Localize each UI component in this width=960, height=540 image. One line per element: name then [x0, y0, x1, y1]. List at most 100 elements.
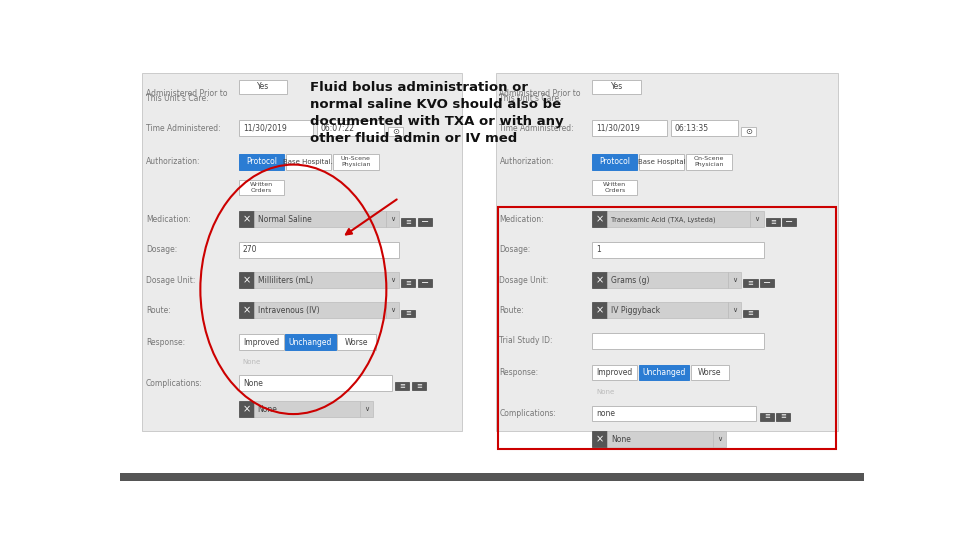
Bar [317, 120, 384, 136]
Bar [396, 382, 409, 390]
Text: ≡: ≡ [748, 280, 754, 286]
Text: Written
Orders: Written Orders [250, 182, 273, 193]
Text: ×: × [596, 214, 604, 224]
Bar [253, 272, 386, 288]
Bar [337, 334, 376, 350]
Bar [750, 212, 763, 227]
Bar [142, 73, 462, 431]
Text: Medication:: Medication: [499, 215, 544, 224]
Bar [608, 431, 713, 447]
Bar [592, 212, 608, 227]
Bar [782, 219, 796, 226]
Bar [592, 333, 763, 349]
Bar [592, 302, 608, 318]
Text: 06:07:22: 06:07:22 [321, 124, 355, 133]
Text: Time Administered:: Time Administered: [146, 124, 221, 133]
Text: Dosage Unit:: Dosage Unit: [146, 275, 196, 285]
Bar [239, 242, 399, 258]
Text: ∨: ∨ [390, 307, 395, 313]
Text: Response:: Response: [146, 338, 185, 347]
Text: Route:: Route: [499, 306, 524, 315]
Text: ⊙: ⊙ [392, 127, 398, 136]
Text: Base Hospital: Base Hospital [637, 159, 685, 165]
Text: Route:: Route: [146, 306, 171, 315]
Text: Time Administered:: Time Administered: [499, 124, 574, 133]
Bar [239, 154, 284, 170]
Text: ≡: ≡ [770, 219, 776, 225]
Bar [743, 279, 757, 287]
Text: Milliliters (mL): Milliliters (mL) [257, 275, 313, 285]
Text: Protocol: Protocol [246, 157, 276, 166]
Bar [743, 309, 757, 318]
Text: ∨: ∨ [717, 436, 722, 442]
Text: Unchanged: Unchanged [289, 338, 332, 347]
Bar [239, 120, 314, 136]
Bar [418, 279, 432, 287]
Text: Tranexamic Acid (TXA, Lysteda): Tranexamic Acid (TXA, Lysteda) [611, 216, 715, 222]
Bar [670, 120, 737, 136]
Bar [592, 154, 637, 170]
Bar [592, 80, 641, 94]
Text: Response:: Response: [499, 368, 539, 377]
Text: Complications:: Complications: [146, 379, 203, 388]
Text: Yes: Yes [257, 82, 270, 91]
Bar [333, 154, 379, 170]
Text: ≡: ≡ [405, 219, 411, 225]
Text: ∨: ∨ [755, 217, 759, 222]
Text: Complications:: Complications: [499, 409, 556, 418]
Bar [713, 431, 727, 447]
Text: ×: × [243, 275, 251, 285]
Bar [239, 334, 284, 350]
Bar [608, 212, 750, 227]
Text: Fluid bolus administration or
normal saline KVO should also be
documented with T: Fluid bolus administration or normal sal… [310, 82, 564, 145]
Text: None: None [611, 435, 631, 444]
Text: Administered Prior to: Administered Prior to [146, 89, 228, 98]
Text: ≡: ≡ [764, 414, 770, 420]
Bar [253, 212, 386, 227]
Bar [386, 272, 399, 288]
Text: ∨: ∨ [732, 307, 737, 313]
Text: Intravenous (IV): Intravenous (IV) [257, 306, 320, 315]
Bar [401, 279, 416, 287]
Bar [239, 179, 284, 195]
Text: None: None [596, 389, 614, 395]
Bar [639, 154, 684, 170]
Bar [239, 212, 253, 227]
Text: Dosage:: Dosage: [499, 245, 531, 254]
Bar [386, 212, 399, 227]
Text: ∨: ∨ [732, 277, 737, 283]
Text: Improved: Improved [596, 368, 633, 377]
Bar [239, 302, 253, 318]
Text: 11/30/2019: 11/30/2019 [596, 124, 640, 133]
Text: ≡: ≡ [780, 414, 786, 420]
Text: Worse: Worse [698, 368, 722, 377]
Bar [412, 382, 426, 390]
Bar [777, 413, 790, 421]
Text: 270: 270 [243, 245, 257, 254]
Bar [728, 272, 741, 288]
Bar [239, 375, 392, 391]
Bar [388, 127, 403, 136]
Text: ≡: ≡ [405, 280, 411, 286]
Bar [239, 80, 287, 94]
Text: −: − [420, 278, 429, 288]
Bar [498, 207, 836, 449]
Text: Un-Scene
Physician: Un-Scene Physician [341, 156, 371, 167]
Text: −: − [785, 218, 793, 227]
Text: ×: × [596, 275, 604, 285]
Bar [728, 302, 741, 318]
Text: Dosage Unit:: Dosage Unit: [499, 275, 549, 285]
Bar [592, 242, 763, 258]
Text: 06:13:35: 06:13:35 [674, 124, 708, 133]
Text: ×: × [596, 306, 604, 315]
Bar [760, 279, 774, 287]
Bar [592, 179, 637, 195]
Bar [285, 334, 336, 350]
Bar [401, 309, 416, 318]
Text: None: None [243, 359, 261, 365]
Bar [686, 154, 732, 170]
Text: Normal Saline: Normal Saline [257, 215, 311, 224]
Text: ≡: ≡ [748, 310, 754, 316]
Text: Authorization:: Authorization: [146, 157, 201, 166]
Bar [592, 406, 756, 422]
